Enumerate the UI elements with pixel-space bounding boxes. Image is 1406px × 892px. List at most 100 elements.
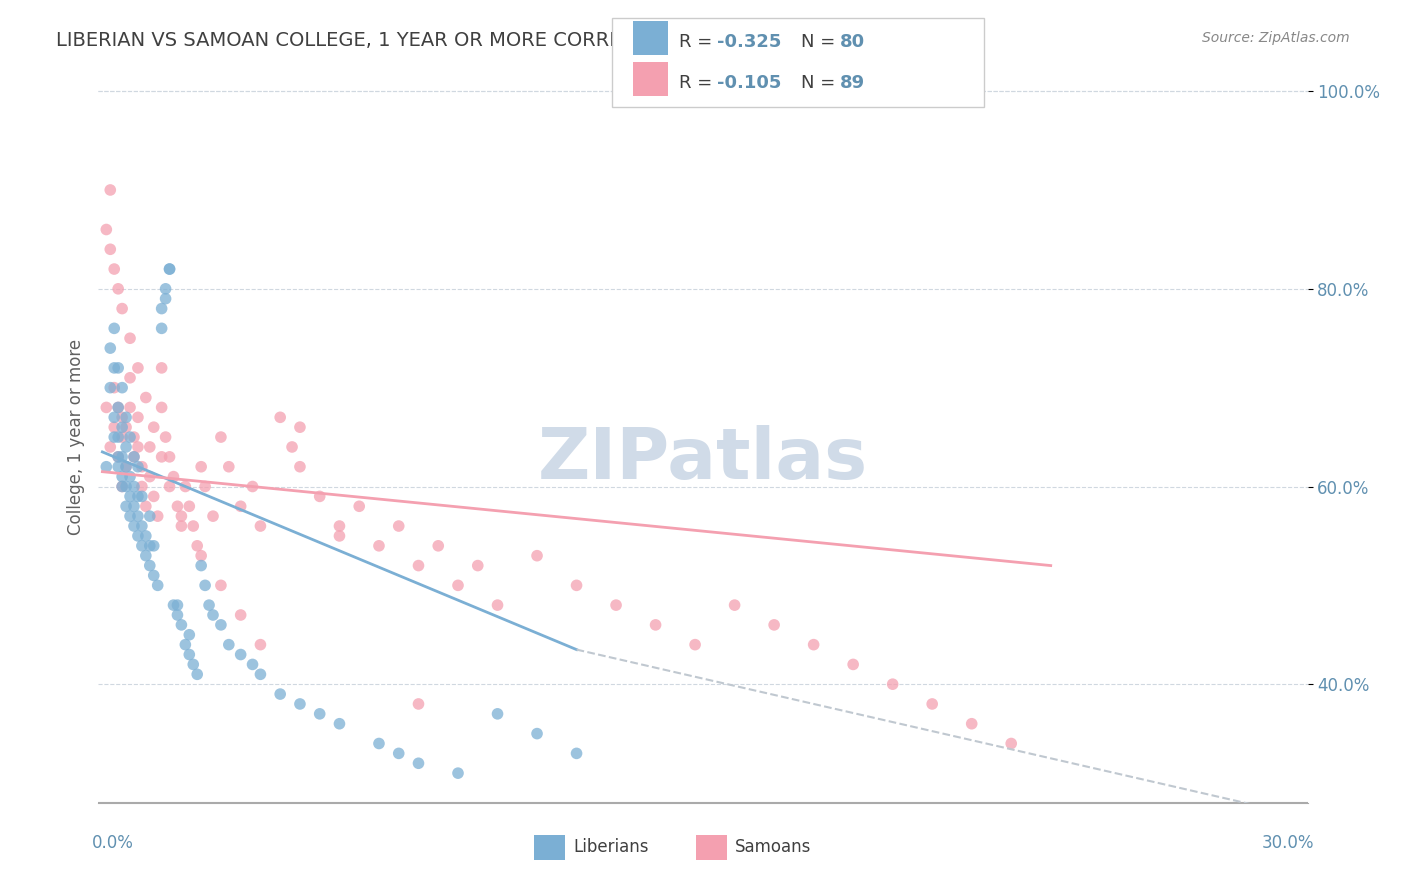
Point <box>122 450 145 464</box>
Point <box>150 360 173 375</box>
Point <box>122 450 145 464</box>
Point <box>118 430 141 444</box>
Point <box>565 747 588 761</box>
Text: Source: ZipAtlas.com: Source: ZipAtlas.com <box>1202 31 1350 45</box>
Point <box>179 500 201 514</box>
Point <box>281 440 304 454</box>
Point <box>181 519 204 533</box>
Point <box>98 183 121 197</box>
Point <box>249 667 271 681</box>
Point <box>229 648 252 662</box>
Point <box>308 706 330 721</box>
Point <box>96 401 118 415</box>
Point <box>174 638 197 652</box>
Point <box>127 529 149 543</box>
Point <box>142 539 165 553</box>
Point <box>111 420 134 434</box>
Point <box>249 638 271 652</box>
Point <box>122 479 145 493</box>
Point <box>150 301 173 316</box>
Point <box>118 371 141 385</box>
Point <box>131 459 153 474</box>
Point <box>174 479 197 493</box>
Point <box>115 479 138 493</box>
Point <box>190 558 212 573</box>
Point <box>486 706 509 721</box>
Point <box>131 479 153 493</box>
Point <box>135 529 157 543</box>
Point <box>408 558 430 573</box>
Point <box>159 450 181 464</box>
Point <box>159 262 181 277</box>
Text: Liberians: Liberians <box>574 838 650 856</box>
Point <box>96 459 118 474</box>
Point <box>122 519 145 533</box>
Point <box>198 598 221 612</box>
Point <box>103 321 125 335</box>
Point <box>467 558 489 573</box>
Text: 89: 89 <box>839 74 865 92</box>
Point <box>170 509 193 524</box>
Point <box>115 440 138 454</box>
Point <box>98 341 121 355</box>
Text: R =: R = <box>679 74 718 92</box>
Point <box>249 519 271 533</box>
Point <box>115 459 138 474</box>
Point <box>115 410 138 425</box>
Point <box>96 222 118 236</box>
Point <box>328 519 350 533</box>
Point <box>723 598 745 612</box>
Text: 30.0%: 30.0% <box>1263 834 1315 852</box>
Point <box>170 618 193 632</box>
Point <box>644 618 666 632</box>
Point <box>150 321 173 335</box>
Point <box>118 469 141 483</box>
Point <box>103 430 125 444</box>
Point <box>159 479 181 493</box>
Point <box>98 242 121 256</box>
Point <box>368 539 391 553</box>
Point <box>209 430 232 444</box>
Point <box>194 578 217 592</box>
Point <box>159 262 181 277</box>
Point <box>139 440 162 454</box>
Point <box>142 489 165 503</box>
Point <box>139 509 162 524</box>
Point <box>111 479 134 493</box>
Point <box>218 638 240 652</box>
Point <box>107 450 129 464</box>
Point <box>202 509 225 524</box>
Point <box>111 479 134 493</box>
Point <box>218 459 240 474</box>
Point <box>131 489 153 503</box>
Point <box>127 440 149 454</box>
Point <box>139 558 162 573</box>
Point <box>181 657 204 672</box>
Point <box>447 766 470 780</box>
Point <box>118 401 141 415</box>
Text: N =: N = <box>801 74 841 92</box>
Point <box>190 549 212 563</box>
Point <box>486 598 509 612</box>
Point <box>111 410 134 425</box>
Point <box>107 401 129 415</box>
Point <box>135 549 157 563</box>
Text: -0.105: -0.105 <box>717 74 782 92</box>
Point <box>308 489 330 503</box>
Point <box>803 638 825 652</box>
Point <box>103 420 125 434</box>
Point <box>127 489 149 503</box>
Point <box>209 618 232 632</box>
Point <box>111 469 134 483</box>
Point <box>139 539 162 553</box>
Text: ZIPatlas: ZIPatlas <box>538 425 868 493</box>
Text: -0.325: -0.325 <box>717 33 782 51</box>
Point <box>166 500 188 514</box>
Point <box>605 598 627 612</box>
Point <box>328 716 350 731</box>
Point <box>127 509 149 524</box>
Point <box>179 648 201 662</box>
Point <box>368 737 391 751</box>
Point <box>526 549 548 563</box>
Point <box>98 440 121 454</box>
